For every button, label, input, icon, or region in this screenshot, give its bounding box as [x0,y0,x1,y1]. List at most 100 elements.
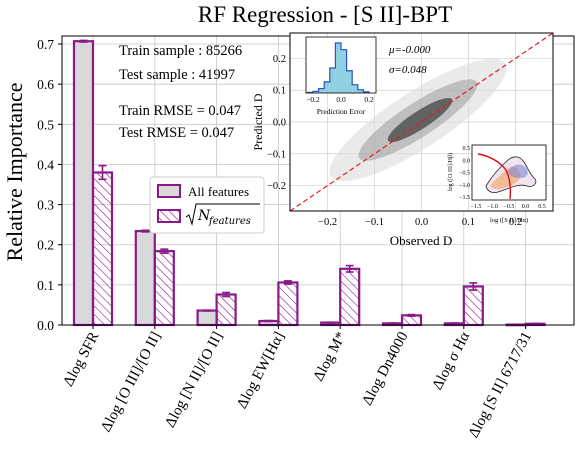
bpt-y-tick-label: −1.0 [459,183,470,189]
bpt-y-ticks: −1.5 −1.0 −0.5 0.0 0.5 [459,146,470,201]
bpt-background [471,144,547,201]
scatter-x-tick-label: 0.2 [509,217,522,228]
main-y-tick-label: 0.4 [37,157,54,172]
bpt-x-tick-label: 0.5 [538,204,546,210]
bar-sqrt-features [462,285,484,327]
main-y-ticks: 0.0 0.1 0.2 0.3 0.4 0.5 0.6 0.7 [37,37,62,333]
main-x-tick-label: Δlog [N II]/[O II] [162,329,226,430]
y-axis-label: Relative Importance [2,83,27,262]
scatter-x-tick-label: −0.2 [318,217,337,228]
bpt-diagram-inset: −1.5 −1.0 −0.5 0.0 0.5 −1.5 −1.0 −0.5 0.0 0.5 lo… [447,144,547,224]
sqrt-symbol [185,203,260,226]
main-x-tick-label: Δlog SFR [61,329,103,389]
histogram-bar [329,68,336,93]
scatter-x-tick-label: −0.1 [365,217,384,228]
bar-sqrt-features [91,171,114,327]
bpt-x-tick-label: −1.5 [471,204,482,210]
main-x-tick-label: Δlog [O III]/[O II] [98,329,164,434]
bar-sqrt-features [277,281,299,327]
bpt-y-tick-label: 0.5 [463,146,471,152]
histogram-bar [324,81,330,93]
histogram-bar [357,89,364,93]
histogram-bar [335,43,341,93]
histogram-bar [341,49,347,93]
histogram-bars [306,42,370,94]
bar-sqrt-features [153,250,175,327]
histogram-inset: −0.2 0.0 0.2 Prediction Error [305,36,377,116]
histogram-x-ticks: −0.2 0.0 0.2 [306,95,374,104]
histogram-x-label: Prediction Error [317,107,366,116]
legend-swatch-sqrt-features [157,209,181,223]
scatter-reference-line [289,32,554,212]
train-sample-annotation: Train sample : 85266 [119,43,242,59]
main-y-tick-label: 0.5 [37,117,54,132]
bar-sqrt-features [215,293,237,327]
bpt-x-label: log ([S II]/Hα) [490,217,528,224]
scatter-y-tick-label: 0.0 [273,118,286,129]
scatter-density-core [387,97,453,143]
scatter-y-tick-label: 0.2 [273,54,286,65]
bpt-demarcation-line [477,153,512,200]
scatter-sigma-stat: σ=0.048 [389,64,427,76]
scatter-inset: −0.2 −0.1 0.0 0.1 0.2 −0.2 −0.1 0.0 0.1 0.2 Obse… [251,32,554,248]
bar-all-features [72,40,95,327]
legend-label-features-sub: features [208,216,251,227]
legend-label-sqrt-features: N features [185,203,260,227]
scatter-inset-frame [289,32,554,212]
scatter-x-tick-label: 0.1 [462,217,475,228]
scatter-x-label: Observed D [390,233,452,248]
histogram-frame [305,36,377,94]
test-sample-annotation: Test sample : 41997 [119,67,235,83]
bar-all-features [134,229,156,327]
scatter-x-tick-label: 0.0 [415,217,428,228]
histogram-bar [313,91,319,93]
scatter-y-label: Predicted D [251,93,265,150]
bpt-x-ticks: −1.5 −1.0 −0.5 0.0 0.5 [471,204,546,210]
bpt-x-tick-label: −0.5 [504,204,515,210]
histogram-x-tick-label: −0.2 [306,95,320,104]
histogram-x-tick-label: 0.0 [336,95,346,104]
scatter-x-ticks: −0.2 −0.1 0.0 0.1 0.2 [318,217,522,228]
main-y-tick-label: 0.2 [37,238,54,253]
scatter-mu-stat: μ=-0.000 [388,44,431,56]
main-bars [72,40,546,327]
bar-all-features [196,309,218,327]
histogram-bar [352,84,358,93]
main-y-tick-label: 0.7 [37,37,54,52]
test-rmse-annotation: Test RMSE = 0.047 [119,125,234,141]
chart-title: RF Regression - [S II]-BPT [198,2,452,27]
scatter-y-ticks: −0.2 −0.1 0.0 0.1 0.2 [267,54,286,192]
bpt-y-tick-label: −1.5 [459,195,470,201]
main-y-tick-label: 0.6 [37,77,54,92]
bpt-x-tick-label: −1.0 [487,204,498,210]
scatter-y-tick-label: −0.1 [267,149,286,160]
scatter-y-tick-label: 0.1 [273,86,286,97]
main-x-tick-label: Δlog [S II] 6717/31 [466,329,535,440]
histogram-bar [318,88,325,93]
main-error-bars [79,39,540,326]
legend-swatch-all-features [157,184,181,198]
bar-sqrt-features [339,267,361,327]
bpt-contour-blue [508,164,528,178]
bpt-y-label: log ([O III]/Hβ) [447,153,454,191]
bpt-y-tick-label: 0.0 [463,158,471,164]
bpt-y-tick-label: −0.5 [459,171,470,177]
train-rmse-annotation: Train RMSE = 0.047 [119,103,241,119]
main-x-tick-label: Δlog M* [311,329,350,384]
main-y-tick-label: 0.3 [37,198,54,213]
histogram-outline [306,42,370,94]
main-y-tick-label: 0.0 [37,318,54,333]
histogram-bar [346,70,353,93]
legend: All features N features [149,176,265,234]
legend-label-all-features: All features [188,184,249,199]
main-y-tick-label: 0.1 [37,278,54,293]
histogram-x-tick-label: 0.2 [364,95,374,104]
scatter-y-tick-label: −0.2 [267,181,286,192]
legend-label-n: N [197,208,211,224]
main-x-tick-label: Δlog Dn4000 [359,329,411,408]
main-x-tick-label: Δlog σ Hα [430,329,474,392]
bpt-x-tick-label: 0.0 [522,204,530,210]
main-x-tick-label: Δlog EW[Hα] [234,329,288,411]
